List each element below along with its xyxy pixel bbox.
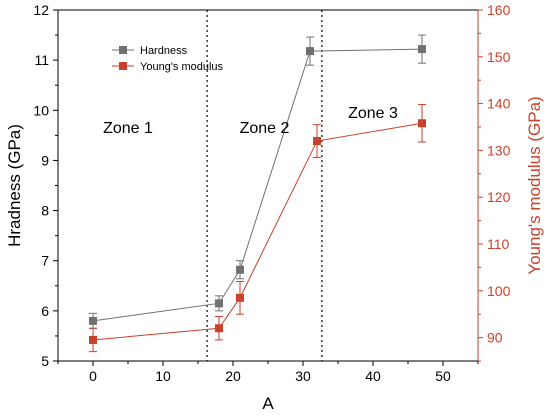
data-point [215, 324, 223, 333]
left-tick-label: 5 [41, 353, 49, 369]
x-tick-label: 40 [365, 368, 381, 384]
left-tick-label: 11 [34, 52, 49, 68]
legend-label: Young's modulus [140, 61, 224, 73]
left-tick-label: 8 [41, 203, 49, 219]
left-axis-title: Hradness (GPa) [5, 124, 24, 247]
data-point [418, 45, 426, 54]
right-tick-label: 160 [487, 2, 511, 18]
legend-label: Hardness [140, 45, 188, 57]
data-point [313, 137, 321, 146]
data-point [236, 293, 244, 302]
zone-label: Zone 1 [103, 120, 153, 137]
right-tick-label: 150 [487, 49, 511, 65]
data-point [236, 265, 244, 274]
left-tick-label: 12 [33, 2, 49, 18]
legend-marker [119, 46, 127, 54]
series-line [92, 122, 423, 341]
series-youngs-modulus [89, 104, 426, 353]
series-line [92, 48, 423, 322]
x-tick-label: 50 [435, 368, 451, 384]
data-point [418, 119, 426, 128]
left-tick-label: 10 [33, 102, 49, 118]
axes-layer: 0 10 20 30 40 50 5 6 7 8 9 10 11 12 90 100 110 120 130 140 1… [5, 2, 544, 413]
data-point [89, 335, 97, 344]
right-tick-label: 90 [487, 330, 503, 346]
data-point [89, 316, 97, 325]
right-tick-label: 100 [487, 283, 511, 299]
right-tick-label: 140 [487, 96, 511, 112]
zone-label: Zone 2 [240, 120, 290, 137]
zone-label: Zone 3 [348, 105, 398, 122]
legend: Hardness Young's modulus [112, 45, 224, 73]
x-tick-label: 0 [89, 368, 97, 384]
series-hardness [89, 34, 426, 329]
right-tick-label: 130 [487, 142, 511, 158]
series-layer [89, 34, 426, 353]
left-tick-label: 6 [41, 303, 49, 319]
right-tick-label: 120 [487, 189, 511, 205]
legend-marker [119, 62, 127, 70]
left-tick-label: 9 [41, 152, 49, 168]
left-tick-label: 7 [41, 253, 49, 269]
right-axis-title: Young's modulus (GPa) [525, 96, 544, 274]
x-tick-label: 20 [225, 368, 241, 384]
right-tick-label: 110 [487, 236, 510, 252]
zone-dividers [206, 10, 323, 361]
x-tick-label: 30 [295, 368, 311, 384]
x-tick-label: 10 [155, 368, 171, 384]
data-point [215, 299, 223, 308]
x-axis-title: A [262, 394, 274, 413]
zone-labels: Zone 1 Zone 2 Zone 3 [103, 105, 398, 137]
data-point [306, 47, 314, 56]
